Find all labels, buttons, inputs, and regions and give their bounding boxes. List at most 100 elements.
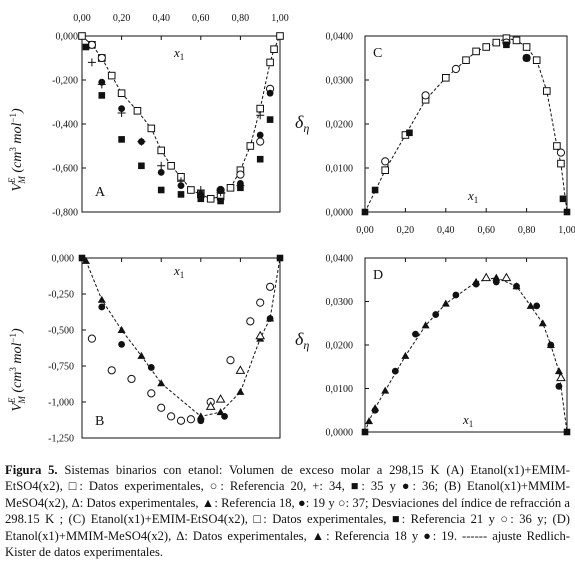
- data-point: [196, 412, 205, 420]
- x-tick-label: 0,40: [437, 225, 455, 236]
- y-tick-label: 0,0100: [326, 164, 354, 175]
- data-point: [117, 326, 126, 333]
- y-axis-label: VEM (cm3 mol−1): [7, 108, 27, 192]
- data-point: [556, 148, 566, 157]
- data-point: [556, 372, 566, 382]
- y-tick-label: 0,0300: [326, 76, 354, 87]
- x-tick-label: 0,60: [477, 225, 495, 236]
- data-point: [176, 416, 186, 425]
- data-point: [127, 374, 136, 384]
- data-point: [87, 334, 97, 343]
- data-point: [246, 317, 255, 326]
- data-point: [421, 321, 430, 329]
- data-point: [563, 208, 571, 216]
- y-tick-label: -0,750: [48, 362, 74, 373]
- data-point: [97, 295, 106, 303]
- data-point: [501, 272, 512, 282]
- x-axis-label: x1: [173, 263, 184, 280]
- y-tick-label: -0,500: [48, 326, 74, 337]
- data-point: [157, 186, 165, 194]
- data-point: [523, 54, 530, 62]
- data-point: [157, 146, 165, 155]
- data-point: [205, 401, 216, 410]
- data-point: [187, 186, 195, 194]
- data-point: [236, 387, 245, 395]
- data-point: [137, 351, 146, 359]
- x-tick-label: 0,60: [192, 13, 210, 24]
- data-point: [276, 254, 284, 262]
- caption-label: Figura 5.: [5, 463, 58, 477]
- data-point: [206, 195, 215, 203]
- data-point: [147, 364, 155, 371]
- data-point: [553, 142, 561, 150]
- data-point: [177, 191, 185, 198]
- data-point: [215, 394, 226, 403]
- panel-letter: B: [95, 414, 104, 429]
- data-point: [472, 280, 480, 288]
- y-tick-label: -1,250: [48, 434, 74, 445]
- data-point: [256, 104, 264, 113]
- data-point: [138, 138, 145, 146]
- chart-panel-b: 0,000 -0,250 -0,500 -0,750 -1,000 -1,250 Bx1 VE…: [7, 254, 284, 445]
- data-point: [371, 186, 379, 194]
- fit-curve: [364, 277, 568, 433]
- y-tick-label: -0,800: [52, 208, 78, 219]
- y-tick-label: 0,000: [52, 254, 75, 265]
- data-point: [118, 105, 125, 112]
- figure-canvas: 0,000 -0,200 -0,400 -0,600 -0,800 0,00 0,20 0,4…: [7, 13, 575, 445]
- data-point: [492, 278, 500, 286]
- data-point: [117, 89, 126, 98]
- chart-panel-d: 0,0400 0,0300 0,0200 0,0100 0,0000 Dx1 δη: [295, 254, 571, 439]
- data-point: [492, 38, 501, 47]
- y-tick-label: -0,250: [48, 290, 74, 301]
- data-point: [371, 406, 379, 414]
- x-tick-label: 0,20: [397, 225, 415, 236]
- data-point: [512, 36, 521, 45]
- y-tick-label: 0,0200: [326, 341, 354, 352]
- y-axis-label: δη: [295, 329, 309, 352]
- data-point: [217, 197, 224, 205]
- data-point: [107, 366, 116, 375]
- data-point: [412, 330, 419, 338]
- data-point: [361, 428, 369, 436]
- data-point: [559, 195, 567, 203]
- data-point: [138, 162, 145, 170]
- panel-letter: C: [373, 46, 382, 61]
- x-axis-label: x1: [467, 188, 478, 205]
- x-tick-label: 0,00: [356, 225, 374, 236]
- data-point: [256, 111, 265, 120]
- data-point: [532, 56, 541, 65]
- data-point: [237, 184, 244, 192]
- x-tick-label: 0,80: [232, 13, 250, 24]
- data-point: [503, 41, 510, 49]
- data-point: [147, 124, 156, 133]
- data-point: [391, 367, 399, 375]
- data-point: [177, 182, 185, 190]
- data-point: [266, 58, 274, 67]
- data-point: [157, 403, 166, 412]
- data-point: [361, 208, 369, 216]
- data-point: [236, 170, 245, 179]
- data-point: [452, 291, 460, 299]
- y-tick-label: 0,0400: [326, 32, 354, 43]
- data-point: [78, 254, 86, 262]
- data-point: [82, 43, 90, 51]
- data-point: [533, 302, 541, 310]
- data-point: [526, 301, 535, 309]
- data-point: [543, 87, 551, 95]
- data-point: [217, 186, 225, 194]
- data-point: [522, 43, 531, 51]
- data-point: [365, 417, 374, 425]
- data-point: [266, 315, 274, 322]
- x-tick-label: 0,80: [518, 225, 536, 236]
- data-point: [266, 282, 275, 291]
- data-point: [157, 169, 165, 176]
- x-axis-label: x1: [173, 45, 184, 62]
- data-point: [381, 386, 390, 394]
- data-point: [276, 32, 284, 40]
- data-point: [246, 142, 255, 150]
- data-point: [98, 78, 106, 86]
- data-point: [157, 161, 166, 170]
- data-point: [554, 367, 563, 375]
